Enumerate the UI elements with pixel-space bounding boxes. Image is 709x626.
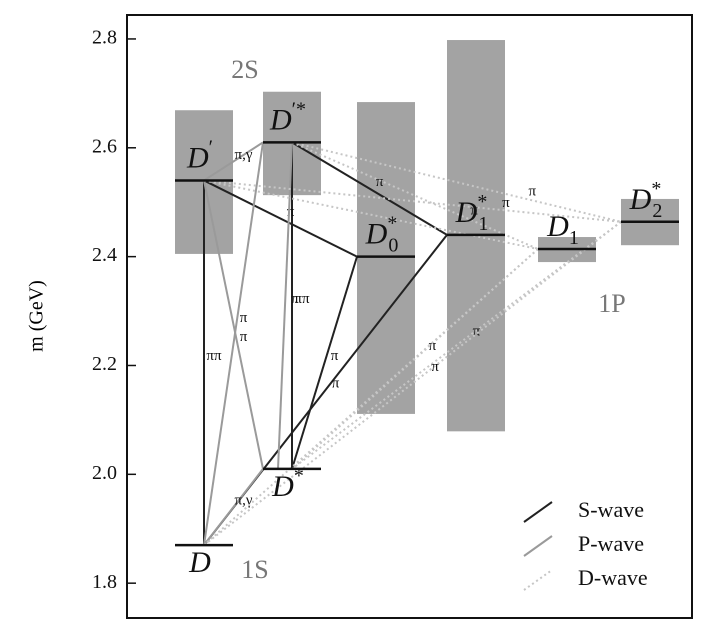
transition [291, 221, 622, 470]
level-name: D [455, 196, 478, 229]
transition-label: π [470, 202, 478, 218]
y-tick-label: 1.8 [92, 571, 117, 593]
level-name: D [546, 210, 569, 243]
level-label: D′ [186, 136, 213, 174]
level-sup: * [387, 212, 397, 234]
transition [291, 141, 622, 223]
legend-swatch [523, 501, 553, 523]
y-axis-label: m (GeV) [26, 280, 48, 352]
level-sub: 1 [569, 227, 579, 249]
transition-label: π [529, 183, 537, 199]
transition-label: π [331, 348, 339, 364]
transition-label: π [473, 323, 481, 339]
level-name: D [365, 218, 388, 251]
transition-label: π [431, 359, 439, 375]
level-label: D′* [269, 98, 306, 136]
plot-frame [126, 14, 693, 619]
legend-label: P-wave [578, 531, 644, 556]
transition [203, 142, 264, 546]
mass-band [357, 102, 415, 414]
transition-label: π [429, 338, 437, 354]
transition-label: π [240, 329, 248, 345]
legend-label: D-wave [578, 565, 648, 590]
legend-label: S-wave [578, 497, 644, 522]
level-sup: ′ [209, 136, 213, 158]
y-tick-label: 2.0 [92, 462, 117, 484]
transition-label: ππ [206, 348, 222, 364]
y-tick-label: 2.6 [92, 135, 117, 157]
level-sup: ′* [292, 98, 306, 120]
level-label: D* [271, 464, 304, 502]
transition-label: π [332, 375, 340, 391]
level-label: D* 2 [629, 177, 663, 221]
group-label: 1S [241, 555, 268, 584]
level-label: D* 1 [455, 190, 489, 234]
transition [203, 468, 264, 546]
level-name: D [186, 141, 209, 174]
transition-label: π [287, 204, 295, 220]
transition [203, 248, 539, 546]
y-tick-label: 2.8 [92, 27, 117, 49]
level-sub: 2 [652, 199, 662, 221]
transition-label: π,γ [235, 492, 253, 508]
transition [291, 141, 448, 236]
transition [277, 142, 293, 469]
level-label: D* 0 [365, 212, 399, 256]
transition-label: π [502, 195, 510, 211]
level-sub: 0 [388, 234, 398, 256]
level-label: D1 [546, 210, 579, 249]
level-name: D [188, 546, 211, 579]
transition [291, 256, 358, 470]
transition [203, 141, 264, 182]
level-sup: * [651, 177, 661, 199]
level-sub: 1 [478, 212, 488, 234]
level-name: D [629, 183, 652, 216]
level-sup: * [294, 464, 304, 486]
legend-swatch [523, 535, 553, 557]
level-label: D [188, 546, 211, 579]
group-label: 1P [598, 289, 625, 318]
transition-label: π,γ [235, 147, 253, 163]
transition-label: π [291, 291, 299, 307]
transition-label: π [376, 174, 384, 190]
level-name: D [269, 103, 292, 136]
legend-swatch [523, 569, 553, 591]
transition-label: ππ [294, 291, 310, 307]
y-tick-label: 2.2 [92, 353, 117, 375]
transition [203, 179, 539, 250]
level-name: D [271, 470, 294, 503]
transition [203, 179, 358, 258]
transition [203, 180, 264, 470]
y-tick-label: 2.4 [92, 244, 117, 266]
group-label: 2S [231, 55, 258, 84]
transition-label: π [240, 310, 248, 326]
level-sup: * [477, 190, 487, 212]
